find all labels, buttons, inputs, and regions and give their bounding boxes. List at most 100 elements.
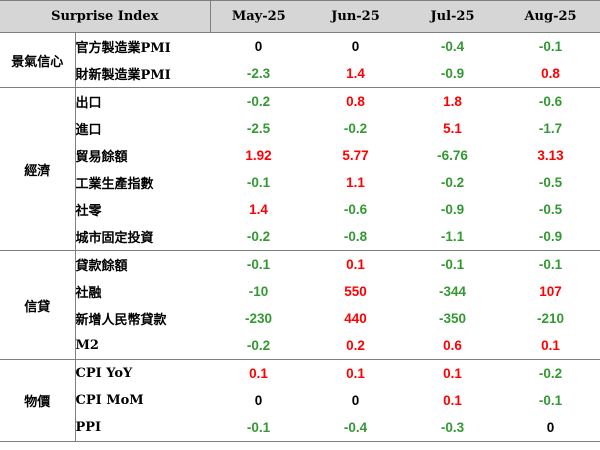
value-cell: 0.6 xyxy=(404,332,502,360)
value-cell: -10 xyxy=(248,284,269,299)
value-cell: -0.2 xyxy=(440,175,465,190)
value-cell: -0.2 xyxy=(343,121,368,136)
table-row: M2 -0.2 0.2 0.6 0.1 xyxy=(0,332,600,360)
value-cell: 0 xyxy=(254,39,263,54)
category-cell: 物價 xyxy=(0,359,76,442)
indicator-cell: 進口 xyxy=(75,123,102,138)
value-cell: 550 xyxy=(344,284,367,299)
indicator-cell: 社零 xyxy=(75,204,102,219)
value-cell: -0.1 xyxy=(538,39,563,54)
value-cell: -0.5 xyxy=(538,175,563,190)
indicator-cell: 社融 xyxy=(75,286,102,301)
indicator-cell: 財新製造業PMI xyxy=(75,60,211,88)
table-body: 景氣信心 官方製造業PMI 0 0 -0.4 -0.1 財新製造業PMI -2.3 1.4 -0.… xyxy=(0,32,600,442)
value-cell: -2.5 xyxy=(246,121,271,136)
table-row: 社融 -10 550 -344 107 xyxy=(0,278,600,305)
value-cell: 1.8 xyxy=(443,94,462,109)
value-cell: -1.7 xyxy=(538,121,563,136)
indicator-cell: 貸款餘額 xyxy=(75,259,128,274)
month-header: May-25 xyxy=(210,0,308,33)
table-row: 新增人民幣貸款 -230 440 -350 -210 xyxy=(0,305,600,332)
value-cell: 0.1 xyxy=(501,332,600,360)
value-cell: -0.1 xyxy=(538,393,563,408)
value-cell: 0.1 xyxy=(443,393,462,408)
indicator-cell: CPI MoM xyxy=(75,393,144,408)
table-row: 財新製造業PMI -2.3 1.4 -0.9 0.8 xyxy=(0,60,600,88)
index-header: Surprise Index xyxy=(0,0,211,33)
value-cell: 0.1 xyxy=(443,366,462,381)
table-row: 進口 -2.5 -0.2 5.1 -1.7 xyxy=(0,115,600,142)
value-cell: 0 xyxy=(351,39,360,54)
value-cell: 0.2 xyxy=(307,332,405,360)
value-cell: -0.5 xyxy=(538,202,563,217)
value-cell: 107 xyxy=(539,284,562,299)
value-cell: -350 xyxy=(439,311,467,326)
indicator-cell: CPI YoY xyxy=(75,366,133,381)
value-cell: 0.1 xyxy=(346,257,365,272)
value-cell: -0.1 xyxy=(246,257,271,272)
value-cell: 5.77 xyxy=(342,148,369,163)
value-cell: 0 xyxy=(501,414,600,442)
value-cell: 0.1 xyxy=(346,366,365,381)
value-cell: -0.1 xyxy=(538,257,563,272)
indicator-cell: PPI xyxy=(75,414,211,442)
value-cell: 440 xyxy=(344,311,367,326)
value-cell: -0.1 xyxy=(246,175,271,190)
table-row: 景氣信心 官方製造業PMI 0 0 -0.4 -0.1 xyxy=(0,32,600,88)
table-row: 社零 1.4 -0.6 -0.9 -0.5 xyxy=(0,196,600,223)
indicator-cell: 城市固定投資 xyxy=(75,223,211,251)
value-cell: -1.1 xyxy=(404,223,502,251)
value-cell: 1.4 xyxy=(249,202,268,217)
value-cell: -0.2 xyxy=(210,332,308,360)
indicator-cell: 新增人民幣貸款 xyxy=(75,313,167,328)
value-cell: 1.92 xyxy=(245,148,272,163)
table-row: 經濟 出口 -0.2 0.8 1.8 -0.6 xyxy=(0,87,600,251)
table-row: 貿易餘額 1.92 5.77 -6.76 3.13 xyxy=(0,142,600,169)
value-cell: 1.4 xyxy=(307,60,405,88)
value-cell: -0.1 xyxy=(210,414,308,442)
header-row: Surprise Index May-25 Jun-25 Jul-25 Aug-… xyxy=(0,0,600,33)
value-cell: -0.1 xyxy=(440,257,465,272)
value-cell: -0.8 xyxy=(307,223,405,251)
value-cell: -0.2 xyxy=(246,94,271,109)
value-cell: -6.76 xyxy=(437,148,468,163)
table-row: 城市固定投資 -0.2 -0.8 -1.1 -0.9 xyxy=(0,223,600,251)
month-header: Jun-25 xyxy=(307,0,405,33)
value-cell: -0.3 xyxy=(404,414,502,442)
indicator-cell: 工業生產指數 xyxy=(75,177,154,192)
value-cell: -210 xyxy=(537,311,565,326)
indicator-cell: 貿易餘額 xyxy=(75,150,128,165)
table-row: 信貸 貸款餘額 -0.1 0.1 -0.1 -0.1 xyxy=(0,250,600,360)
category-cell: 經濟 xyxy=(0,87,76,251)
value-cell: -344 xyxy=(439,284,467,299)
value-cell: 1.1 xyxy=(346,175,365,190)
table-row: 工業生產指數 -0.1 1.1 -0.2 -0.5 xyxy=(0,169,600,196)
indicator-cell: 官方製造業PMI xyxy=(75,41,171,56)
value-cell: -0.6 xyxy=(538,94,563,109)
value-cell: 3.13 xyxy=(537,148,564,163)
value-cell: -0.2 xyxy=(210,223,308,251)
value-cell: 0.8 xyxy=(501,60,600,88)
indicator-cell: 出口 xyxy=(75,96,102,111)
value-cell: 0.1 xyxy=(249,366,268,381)
month-header: Aug-25 xyxy=(501,0,600,33)
value-cell: 0 xyxy=(254,393,263,408)
value-cell: 5.1 xyxy=(443,121,462,136)
value-cell: -0.4 xyxy=(440,39,465,54)
value-cell: -0.9 xyxy=(440,202,465,217)
value-cell: 0.8 xyxy=(346,94,365,109)
value-cell: -230 xyxy=(245,311,273,326)
value-cell: -0.9 xyxy=(404,60,502,88)
indicator-cell: M2 xyxy=(75,332,211,360)
value-cell: -0.2 xyxy=(538,366,563,381)
month-header: Jul-25 xyxy=(404,0,502,33)
value-cell: -0.4 xyxy=(307,414,405,442)
value-cell: 0 xyxy=(351,393,360,408)
value-cell: -2.3 xyxy=(210,60,308,88)
table-row: PPI -0.1 -0.4 -0.3 0 xyxy=(0,414,600,442)
category-cell: 景氣信心 xyxy=(0,32,76,88)
table-row: 物價 CPI YoY 0.1 0.1 0.1 -0.2 xyxy=(0,359,600,442)
value-cell: -0.9 xyxy=(501,223,600,251)
value-cell: -0.6 xyxy=(343,202,368,217)
